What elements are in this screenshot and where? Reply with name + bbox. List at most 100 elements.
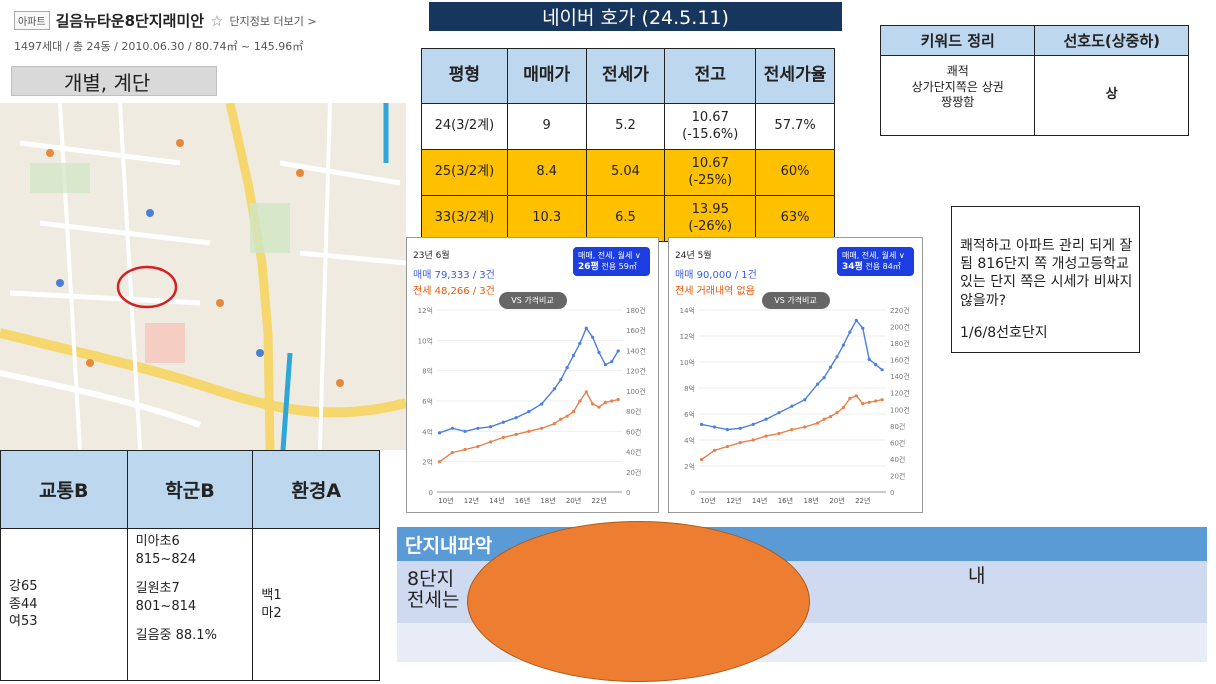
cell-ratio: 60% bbox=[755, 149, 835, 196]
y-left-tick-label: 12억 bbox=[418, 307, 433, 315]
transport-cell: 강65 종44 여53 bbox=[0, 528, 128, 681]
info-more-link[interactable]: 단지정보 더보기 > bbox=[229, 14, 317, 28]
keyword-line: 짱짱함 bbox=[941, 95, 975, 110]
y-right-tick-label: 120건 bbox=[626, 367, 646, 376]
data-point bbox=[803, 425, 807, 429]
data-point bbox=[790, 404, 794, 408]
chart-filter-button[interactable]: 매매, 전세, 월세 ∨ 26평 전용 59㎡ bbox=[573, 247, 650, 276]
cell-high-value: 10.67 bbox=[691, 110, 729, 126]
data-point bbox=[591, 402, 595, 406]
y-right-tick-label: 180건 bbox=[890, 339, 910, 348]
data-point bbox=[828, 365, 833, 369]
data-point bbox=[828, 415, 833, 419]
data-point bbox=[597, 405, 601, 409]
environment-cell: 백1 마2 bbox=[252, 528, 380, 681]
y-left-tick-label: 8억 bbox=[422, 368, 433, 376]
data-point bbox=[738, 426, 742, 430]
col-header-high: 전고 bbox=[664, 48, 757, 104]
price-chart-1: 0 2억 4억 6억 8억 10억 12억 0 20건 40건 60건 80건 100건 120건 140건… bbox=[406, 237, 659, 513]
y-left-tick-label: 10억 bbox=[418, 337, 433, 345]
map-area[interactable] bbox=[0, 103, 406, 450]
data-point bbox=[616, 397, 620, 402]
data-point bbox=[488, 425, 493, 429]
data-point bbox=[874, 399, 878, 403]
data-point bbox=[816, 382, 820, 386]
y-left-tick-label: 4억 bbox=[684, 437, 695, 445]
map-drawing bbox=[0, 103, 406, 450]
x-tick-label: 18년 bbox=[804, 496, 819, 505]
data-point bbox=[476, 444, 480, 449]
data-point bbox=[803, 398, 807, 402]
school-name: 길원초7 bbox=[135, 581, 180, 597]
note-text: 쾌적하고 아파트 관리 되게 잘됨 816단지 쪽 개성고등학교 있는 단지 쪽… bbox=[960, 238, 1133, 309]
y-right-tick-label: 160건 bbox=[626, 326, 646, 335]
data-point bbox=[437, 460, 442, 464]
cell-high: 13.95 (-26%) bbox=[664, 195, 757, 242]
data-point bbox=[712, 425, 717, 429]
y-right-tick-label: 20건 bbox=[890, 471, 905, 480]
data-point bbox=[571, 353, 576, 358]
chart-sale-summary: 매매 79,333 / 3건 bbox=[413, 270, 495, 281]
data-point bbox=[841, 343, 846, 347]
x-tick-label: 10년 bbox=[700, 496, 715, 505]
chart-jeonse-summary: 전세 48,266 / 3건 bbox=[413, 286, 495, 297]
cell-high: 10.67 (-15.6%) bbox=[664, 103, 757, 150]
keyword-cell: 쾌적 상가단지쪽은 상권 짱짱함 bbox=[879, 55, 1036, 136]
data-point bbox=[476, 426, 480, 430]
data-point bbox=[699, 457, 704, 462]
cell-high-pct: (-25%) bbox=[688, 172, 733, 188]
table-row: 25(3/2계) 8.4 5.04 10.67 (-25%) 60% bbox=[421, 149, 835, 196]
data-point bbox=[835, 355, 839, 359]
type-badge: 아파트 bbox=[14, 11, 50, 30]
col-header-jeonse: 전세가 bbox=[585, 48, 666, 104]
y-right-tick-label: 60건 bbox=[626, 427, 641, 436]
data-point bbox=[764, 417, 768, 421]
data-point bbox=[738, 441, 742, 445]
cell-jeonse: 5.04 bbox=[585, 149, 666, 196]
data-point bbox=[578, 399, 582, 403]
y-left-tick-label: 6억 bbox=[422, 398, 433, 406]
price-chart-svg: 0 2억 4억 6억 8억 10억 12억 0 20건 40건 60건 80건 100건 120건 140건… bbox=[418, 306, 646, 505]
y-right-tick-label: 220건 bbox=[890, 306, 910, 315]
data-point bbox=[610, 359, 614, 364]
favorite-star-icon[interactable]: ☆ bbox=[210, 11, 224, 30]
table-row: 쾌적 상가단지쪽은 상권 짱짱함 상 bbox=[879, 55, 1189, 136]
cell-type: 33(3/2계) bbox=[421, 195, 508, 242]
col-header-school: 학군B bbox=[126, 450, 254, 529]
series-line bbox=[439, 390, 619, 463]
chart-sale-summary: 매매 90,000 / 1건 bbox=[675, 270, 757, 281]
y-right-tick-label: 60건 bbox=[890, 438, 905, 447]
x-tick-label: 18년 bbox=[540, 496, 555, 505]
y-left-tick-label: 2억 bbox=[684, 463, 695, 471]
chart-filter-label: 매매, 전세, 월세 ∨ bbox=[578, 251, 641, 260]
y-left-tick-label: 4억 bbox=[422, 428, 433, 436]
x-tick-label: 16년 bbox=[778, 496, 793, 505]
grade-table: 교통B 학군B 환경A 강65 종44 여53 미아초6 815~824 길원초… bbox=[0, 450, 380, 681]
col-header-sale: 매매가 bbox=[506, 48, 587, 104]
data-point bbox=[610, 399, 614, 403]
compare-button[interactable]: VS 가격비교 bbox=[498, 292, 567, 309]
y-left-tick-label: 0 bbox=[429, 489, 433, 497]
chart-filter-button[interactable]: 매매, 전세, 월세 ∨ 34평 전용 84㎡ bbox=[837, 247, 914, 276]
note-preferred: 1/6/8선호단지 bbox=[960, 324, 1048, 341]
x-tick-label: 20년 bbox=[829, 496, 844, 505]
data-point bbox=[591, 335, 595, 339]
preference-cell: 상 bbox=[1034, 55, 1189, 136]
y-right-tick-label: 0 bbox=[626, 489, 630, 497]
y-right-tick-label: 20건 bbox=[626, 468, 641, 477]
apt-header: 아파트 길음뉴타운8단지래미안 ☆ 단지정보 더보기 > 1497세대 / 총 … bbox=[14, 10, 344, 54]
data-point bbox=[450, 450, 454, 455]
subtitle-box: 개별, 계단 bbox=[11, 66, 217, 96]
table-row: 강65 종44 여53 미아초6 815~824 길원초7 801~814 길음… bbox=[0, 528, 380, 681]
y-right-tick-label: 140건 bbox=[890, 372, 910, 381]
transport-line: 종44 bbox=[9, 596, 38, 612]
x-tick-label: 22년 bbox=[855, 496, 870, 505]
data-point bbox=[867, 357, 871, 361]
keyword-table: 키워드 정리 선호도(상중하) 쾌적 상가단지쪽은 상권 짱짱함 상 bbox=[879, 25, 1189, 136]
school-name: 미아초6 bbox=[135, 534, 180, 549]
compare-button[interactable]: VS 가격비교 bbox=[761, 292, 830, 309]
x-tick-label: 12년 bbox=[464, 496, 479, 505]
data-point bbox=[565, 414, 569, 418]
data-point bbox=[880, 368, 884, 372]
x-tick-label: 10년 bbox=[438, 496, 453, 505]
